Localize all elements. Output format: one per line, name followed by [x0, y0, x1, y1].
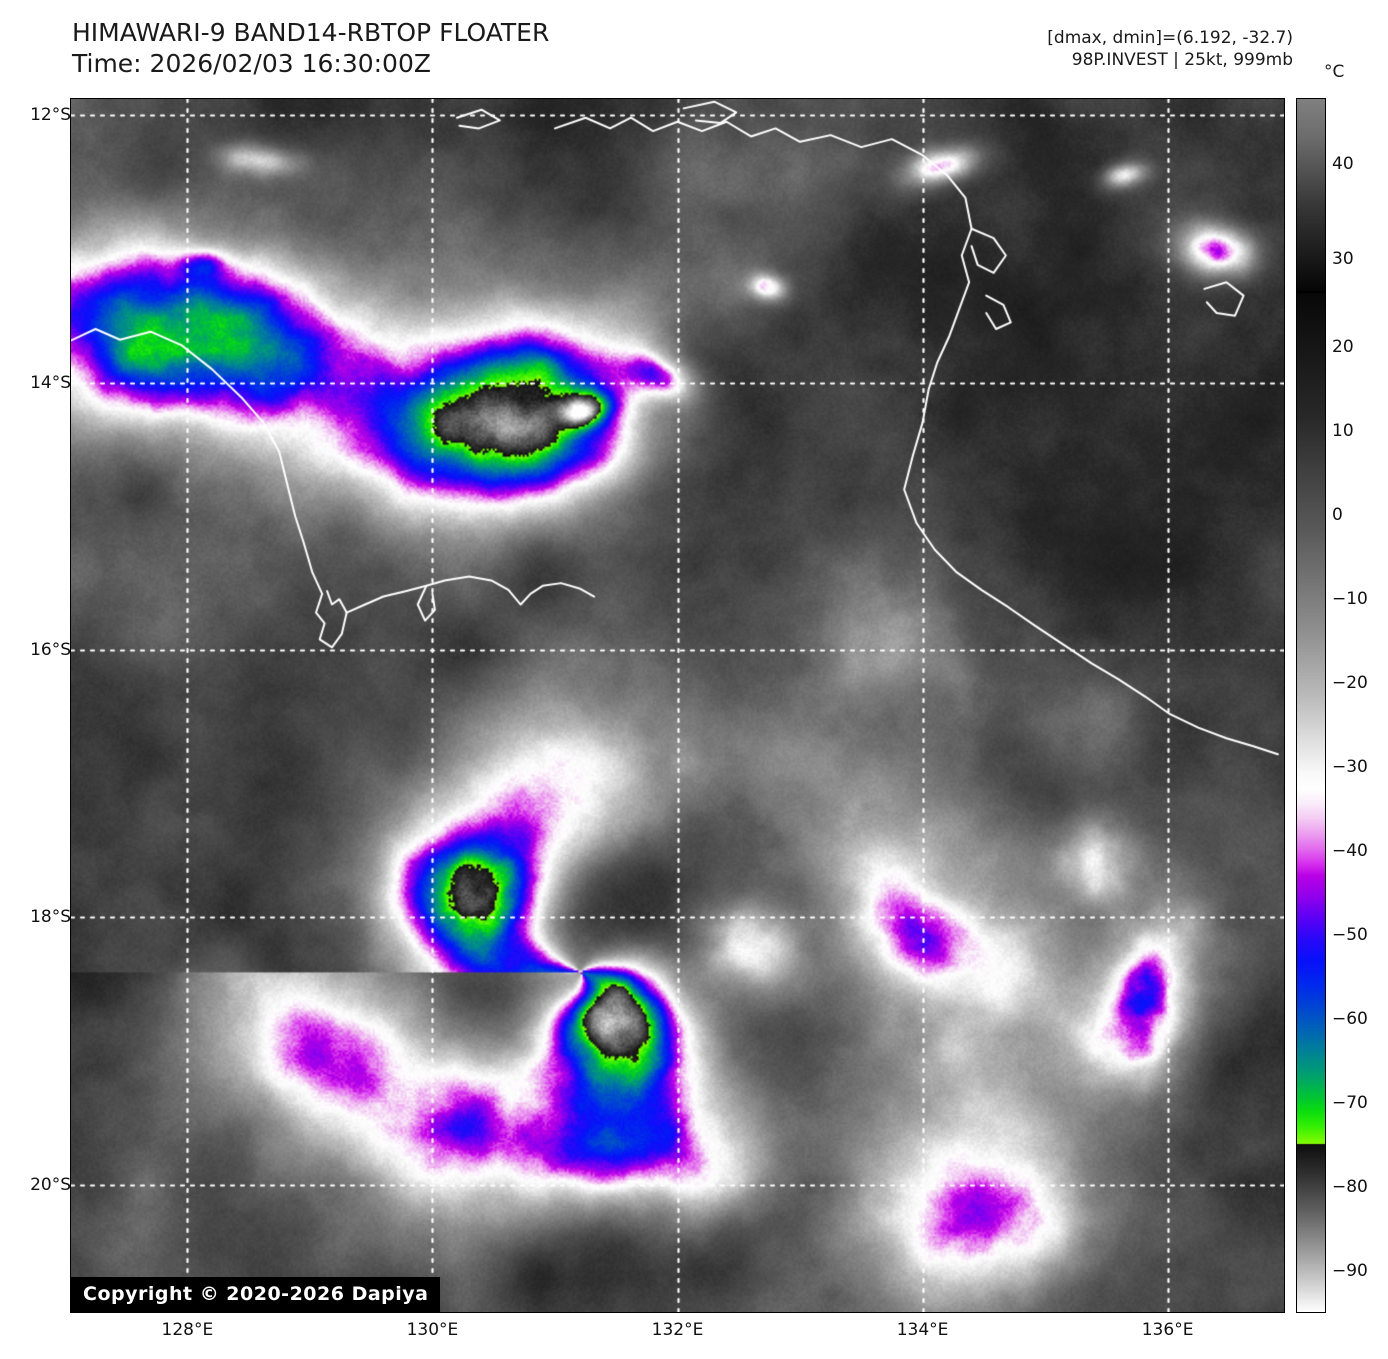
colorbar-tick-11: −70 [1332, 1092, 1368, 1113]
colorbar-upper-segment [1296, 98, 1326, 292]
x-axis-tick-3: 134°E [896, 1320, 949, 1340]
colorbar-tick-9: −50 [1332, 924, 1368, 945]
colorbar-tick-3: 10 [1332, 420, 1354, 441]
colorbar-tick-7: −30 [1332, 756, 1368, 777]
timestamp-label: Time: 2026/02/03 16:30:00Z [72, 48, 431, 78]
colorbar-tick-6: −20 [1332, 672, 1368, 693]
colorbar-tick-13: −90 [1332, 1260, 1368, 1281]
colorbar-main-canvas [1297, 293, 1325, 1312]
x-axis-tick-4: 136°E [1141, 1320, 1194, 1340]
colorbar-tick-4: 0 [1332, 504, 1343, 525]
storm-info-label: 98P.INVEST | 25kt, 999mb [1071, 49, 1293, 70]
colorbar-tick-1: 30 [1332, 248, 1354, 269]
colorbar-tick-0: 40 [1332, 154, 1354, 175]
colorbar-tick-2: 20 [1332, 336, 1354, 357]
colorbar-tick-5: −10 [1332, 588, 1368, 609]
colorbar-tick-10: −60 [1332, 1008, 1368, 1029]
y-axis-tick-4: 20°S [30, 1174, 71, 1195]
metadata-block: [dmax, dmin]=(6.192, -32.7) 98P.INVEST |… [1047, 28, 1293, 72]
dmax-dmin-label: [dmax, dmin]=(6.192, -32.7) [1047, 28, 1293, 48]
x-axis-tick-1: 130°E [406, 1320, 459, 1340]
copyright-watermark: Copyright © 2020-2026 Dapiya [71, 1277, 441, 1312]
x-axis-tick-2: 132°E [651, 1320, 704, 1340]
satellite-imagery-canvas [71, 99, 1284, 1312]
y-axis-tick-0: 12°S [30, 105, 71, 126]
colorbar-unit-label: °C [1324, 62, 1345, 82]
y-axis-tick-1: 14°S [30, 372, 71, 393]
x-axis-tick-0: 128°E [161, 1320, 214, 1340]
colorbar-tick-12: −80 [1332, 1176, 1368, 1197]
colorbar-tick-8: −40 [1332, 840, 1368, 861]
y-axis-tick-3: 18°S [30, 907, 71, 928]
product-title: HIMAWARI-9 BAND14-RBTOP FLOATER [72, 18, 550, 47]
page-title: HIMAWARI-9 BAND14-RBTOP FLOATER Time: 20… [72, 18, 549, 79]
satellite-image-plot[interactable]: Copyright © 2020-2026 Dapiya [70, 98, 1285, 1313]
colorbar-main-segment [1296, 292, 1326, 1313]
colorbar-upper-canvas [1297, 99, 1325, 291]
y-axis-tick-2: 16°S [30, 639, 71, 660]
